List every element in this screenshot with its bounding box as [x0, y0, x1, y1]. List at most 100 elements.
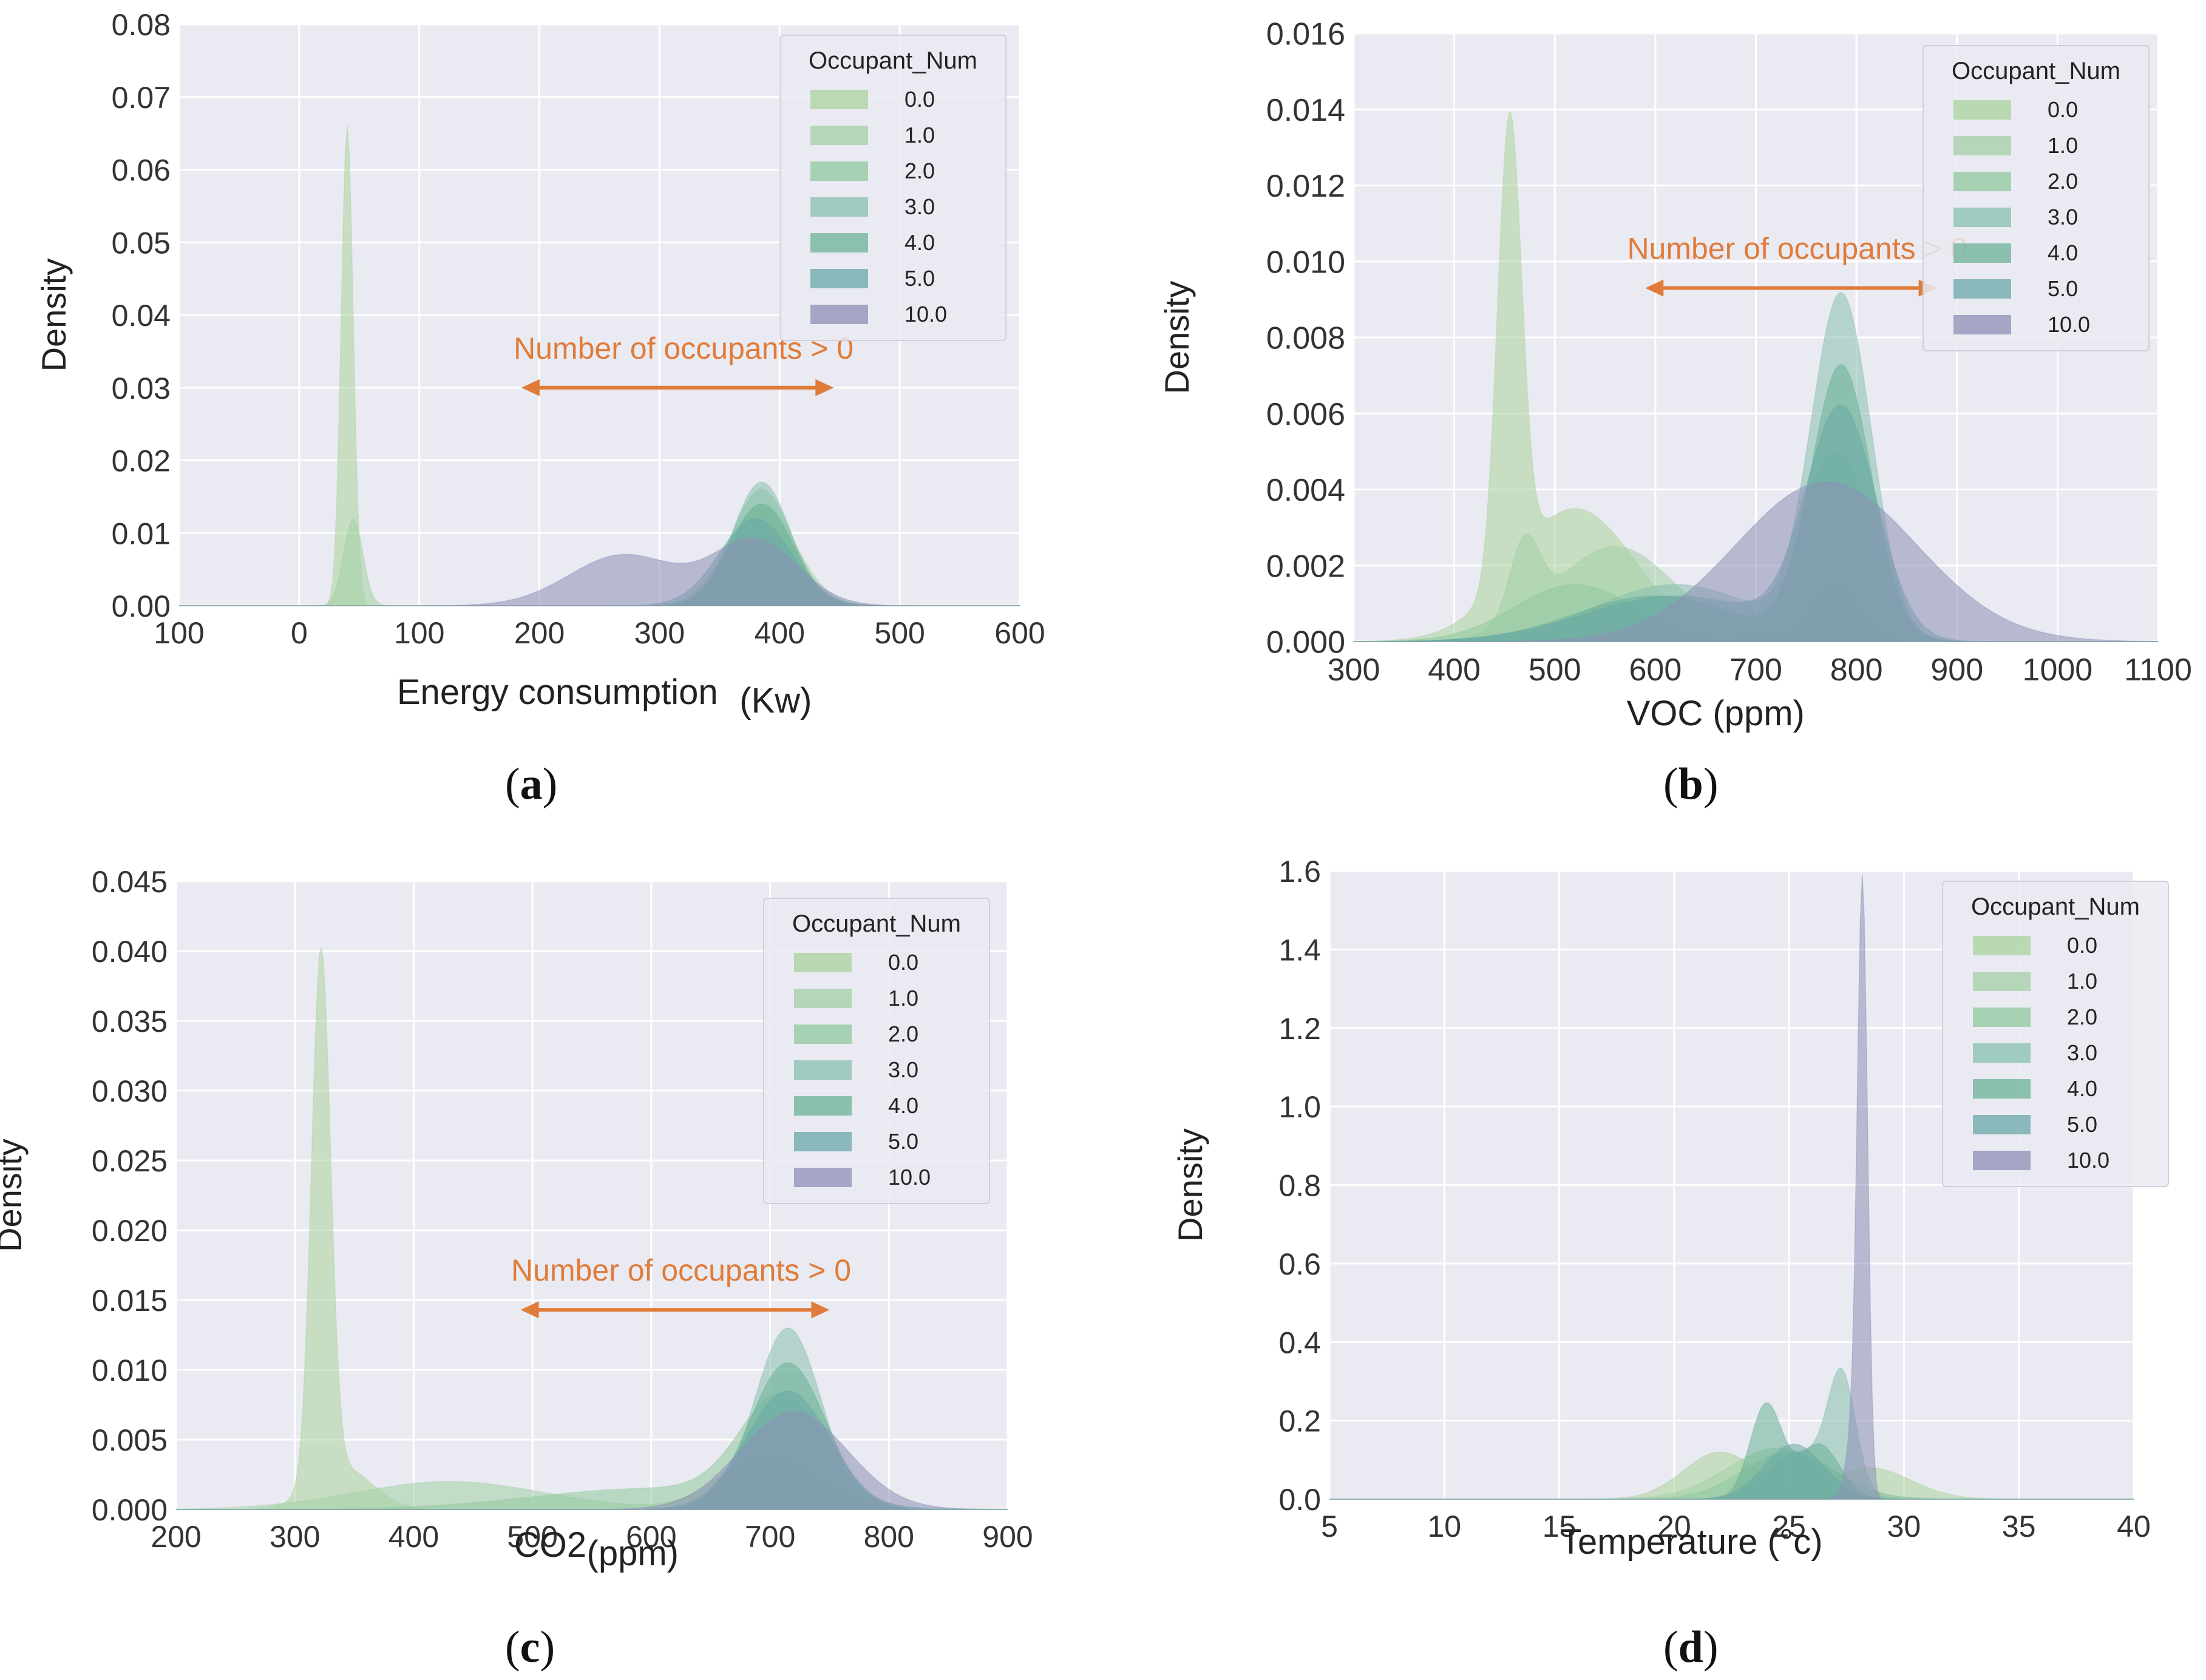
y-tick-label: 0.002: [1266, 549, 1345, 584]
legend-swatch: [794, 1060, 852, 1080]
legend-swatch: [810, 305, 868, 324]
annotation-arrowhead-right: [815, 379, 834, 396]
legend-swatch: [1973, 936, 2031, 955]
annotation-arrowhead-left: [520, 1301, 539, 1319]
y-tick-label: 0.02: [112, 444, 171, 478]
legend-label: 10.0: [2067, 1148, 2109, 1173]
y-tick-label: 0.010: [92, 1353, 168, 1387]
legend-label: 4.0: [2067, 1076, 2097, 1101]
y-tick-label: 0.8: [1278, 1169, 1321, 1203]
annotation-text: Number of occupants > 0: [1627, 232, 1967, 266]
legend-label: 1.0: [2067, 969, 2097, 994]
y-tick-label: 0.020: [92, 1214, 168, 1248]
x-tick-label: 600: [994, 616, 1045, 650]
x-tick-label: 900: [982, 1520, 1033, 1554]
legend-swatch: [810, 161, 868, 181]
y-tick-label: 0.06: [112, 154, 171, 188]
x-tick-label: 1000: [2023, 652, 2093, 688]
x-tick-label: 10: [1427, 1509, 1461, 1543]
x-axis-unit: (Kw): [739, 681, 812, 720]
y-tick-label: 1.0: [1278, 1090, 1321, 1124]
y-tick-label: 0.015: [92, 1284, 168, 1318]
y-tick-label: 0.00: [112, 589, 171, 623]
legend-label: 3.0: [2067, 1040, 2097, 1065]
legend-swatch: [1973, 1151, 2031, 1170]
x-tick-label: 100: [154, 616, 204, 650]
x-tick-label: 5: [1321, 1509, 1338, 1543]
x-tick-label: 700: [745, 1520, 795, 1554]
x-tick-label: 300: [634, 616, 685, 650]
legend-swatch: [1973, 1043, 2031, 1063]
legend-box: [1923, 45, 2150, 351]
legend-label: 2.0: [2067, 1004, 2097, 1029]
legend-box: [763, 898, 990, 1204]
legend-swatch: [810, 126, 868, 145]
legend-swatch: [1953, 172, 2011, 191]
y-tick-label: 0.07: [112, 81, 171, 115]
x-axis-label: CO2: [514, 1525, 586, 1565]
y-tick-label: 0.4: [1278, 1326, 1321, 1360]
legend-swatch: [1973, 972, 2031, 991]
legend-swatch: [794, 1168, 852, 1187]
x-tick-label: 15: [1543, 1509, 1576, 1543]
legend-swatch: [1953, 208, 2011, 227]
legend-swatch: [794, 1096, 852, 1116]
chart-panel-d: 5 10 15 20 25 30 35 40 0.0 0.2 0.4 0.6 0.8 1.0 1.2 1.4 1…: [1153, 825, 2206, 1566]
legend-label: 5.0: [2048, 276, 2078, 301]
x-tick-label: 300: [270, 1520, 320, 1554]
legend-swatch: [1953, 100, 2011, 120]
legend-swatch: [1953, 243, 2011, 263]
x-tick-label: 500: [874, 616, 925, 650]
density-area-10-0: [176, 1411, 1008, 1510]
legend-label: 3.0: [888, 1057, 918, 1082]
y-tick-label: 0.000: [1266, 625, 1345, 660]
legend-swatch: [1953, 279, 2011, 299]
legend-swatch: [1953, 315, 2011, 334]
x-axis-label: Energy consumption: [397, 672, 718, 712]
density-area-10-0: [1329, 875, 2134, 1500]
x-tick-label: 20: [1657, 1509, 1691, 1543]
legend-label: 10.0: [904, 302, 947, 327]
y-tick-label: 0.006: [1266, 397, 1345, 432]
legend-title: Occupant_Num: [1971, 893, 2140, 920]
legend-label: 2.0: [2048, 169, 2078, 194]
x-tick-label: 30: [1887, 1509, 1921, 1543]
y-tick-label: 0.016: [1266, 17, 1345, 52]
kde-chart-co2: 200 300 400 500 600 700 800 900 0.000 0.005 0.010 0…: [0, 865, 1033, 1573]
x-tick-label: 400: [389, 1520, 439, 1554]
y-tick-label: 0.010: [1266, 245, 1345, 280]
x-tick-label: 600: [1629, 652, 1682, 688]
y-tick-label: 0.008: [1266, 321, 1345, 356]
legend-title: Occupant_Num: [792, 910, 961, 937]
legend-swatch: [794, 1025, 852, 1044]
y-tick-label: 0.000: [92, 1493, 168, 1527]
legend-label: 1.0: [904, 123, 935, 147]
legend-swatch: [1973, 1115, 2031, 1134]
annotation-text: Number of occupants > 0: [511, 1253, 851, 1287]
x-tick-label: 300: [1328, 652, 1380, 688]
legend-swatch: [810, 197, 868, 217]
legend-box: [1942, 881, 2169, 1187]
x-tick-label: 500: [507, 1520, 557, 1554]
x-tick-label: 500: [1529, 652, 1581, 688]
caption-c: (c): [505, 1622, 555, 1672]
x-tick-label: 800: [1830, 652, 1883, 688]
legend-swatch: [810, 233, 868, 252]
y-tick-label: 0.04: [112, 299, 171, 333]
x-axis-label: VOC (ppm): [1627, 694, 1805, 733]
legend-label: 5.0: [888, 1129, 918, 1154]
legend-label: 0.0: [904, 87, 935, 112]
chart-panel-b: 300 400 500 600 700 800 900 1000 1100 0.000 0.002 0…: [1153, 0, 2206, 759]
legend-swatch: [794, 989, 852, 1008]
y-tick-label: 1.6: [1278, 855, 1321, 889]
density-area-1-0: [1329, 1448, 2134, 1500]
annotation-arrowhead-left: [1645, 279, 1664, 297]
legend-swatch: [794, 953, 852, 972]
y-tick-label: 0.005: [92, 1423, 168, 1457]
legend-label: 1.0: [2048, 133, 2078, 158]
x-tick-label: 600: [626, 1520, 676, 1554]
y-tick-label: 0.6: [1278, 1247, 1321, 1281]
kde-chart-voc: 300 400 500 600 700 800 900 1000 1100 0.000 0.002 0…: [1158, 17, 2192, 733]
y-tick-label: 0.004: [1266, 473, 1345, 508]
y-axis-label: Density: [1158, 281, 1196, 395]
